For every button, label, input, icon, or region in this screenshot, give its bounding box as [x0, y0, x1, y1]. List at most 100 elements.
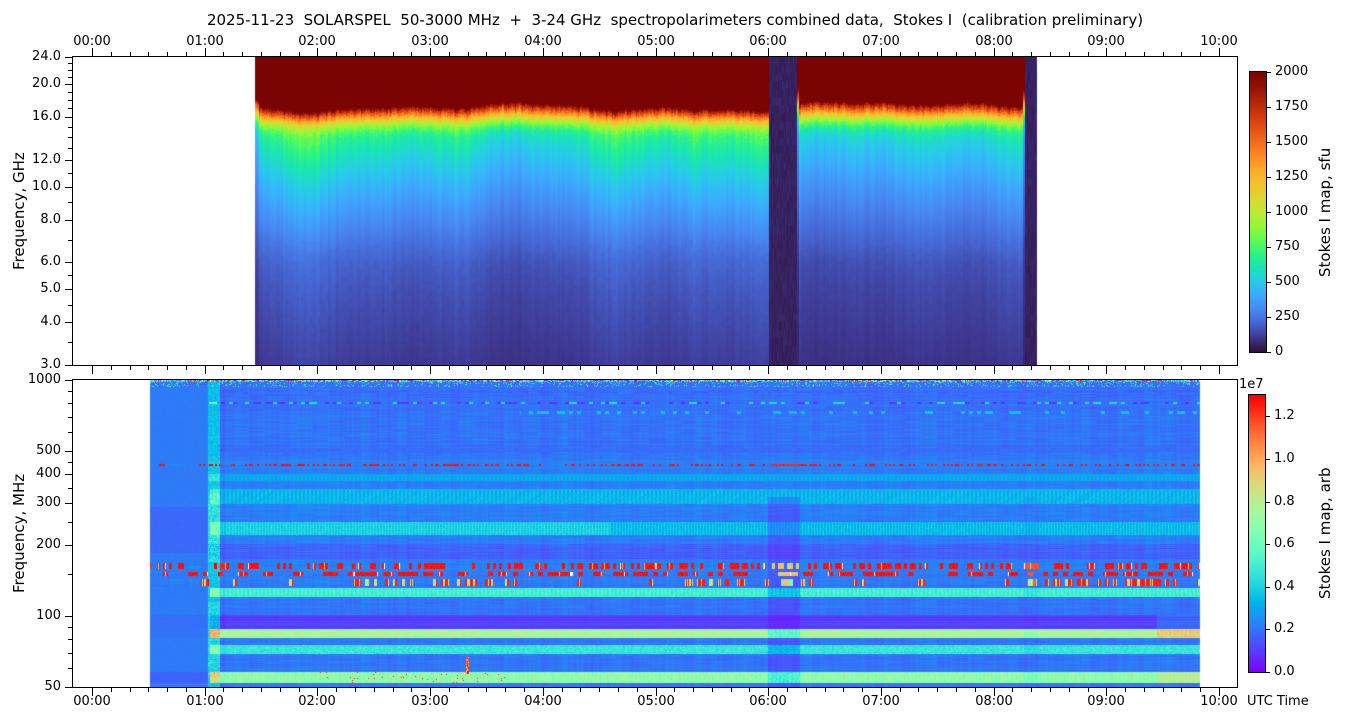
x-minor-tick [956, 52, 957, 56]
y-tick-label: 300 [36, 495, 61, 510]
x-minor-tick [731, 688, 732, 692]
x-minor-tick [599, 52, 600, 56]
bottom-spectrogram-panel [72, 379, 1238, 688]
x-minor-tick [299, 688, 300, 692]
x-minor-tick [148, 688, 149, 692]
colorbar-tick-label: 0.4 [1274, 579, 1295, 594]
x-minor-tick [505, 688, 506, 692]
x-minor-tick [261, 52, 262, 56]
x-major-tick [1219, 366, 1220, 374]
colorbar-tick [1266, 672, 1270, 673]
top-colorbar-canvas [1250, 72, 1266, 352]
x-minor-tick [336, 688, 337, 692]
y-minor-tick [68, 70, 72, 71]
x-major-tick [1106, 48, 1107, 56]
y-tick-label: 6.0 [40, 254, 61, 269]
x-minor-tick [1012, 52, 1013, 56]
y-major-tick [65, 474, 72, 475]
y-major-tick [65, 365, 72, 366]
colorbar-tick [1267, 142, 1271, 143]
colorbar-tick-label: 2000 [1275, 64, 1309, 79]
x-minor-tick [1088, 366, 1089, 370]
x-major-tick [92, 48, 93, 56]
y-tick-label: 12.0 [32, 152, 61, 167]
x-minor-tick [223, 52, 224, 56]
x-minor-tick [336, 52, 337, 56]
y-tick-label: 20.0 [32, 76, 61, 91]
x-minor-tick [674, 366, 675, 370]
x-minor-tick [1031, 52, 1032, 56]
y-major-tick [65, 451, 72, 452]
x-minor-tick [843, 366, 844, 370]
x-minor-tick [1125, 366, 1126, 370]
x-minor-tick [1125, 52, 1126, 56]
colorbar-tick [1266, 629, 1270, 630]
y-minor-tick [68, 653, 72, 654]
x-minor-tick [393, 688, 394, 692]
y-tick-label: 10.0 [32, 179, 61, 194]
x-minor-tick [731, 52, 732, 56]
x-tick-label: 10:00 [1200, 34, 1238, 49]
x-tick-label: 08:00 [975, 34, 1013, 49]
colorbar-tick-label: 0.8 [1274, 494, 1295, 509]
x-minor-tick [749, 366, 750, 370]
x-minor-tick [374, 688, 375, 692]
x-tick-label: 00:00 [73, 694, 111, 709]
y-minor-tick [68, 173, 72, 174]
x-minor-tick [299, 52, 300, 56]
y-major-tick [65, 84, 72, 85]
colorbar-tick [1267, 72, 1271, 73]
x-tick-label: 07:00 [862, 694, 900, 709]
x-minor-tick [1181, 688, 1182, 692]
x-minor-tick [486, 688, 487, 692]
x-minor-tick [956, 366, 957, 370]
x-minor-tick [918, 688, 919, 692]
x-minor-tick [956, 688, 957, 692]
x-major-tick [768, 688, 769, 696]
x-major-tick [881, 366, 882, 374]
x-major-tick [205, 688, 206, 696]
colorbar-tick [1266, 544, 1270, 545]
colorbar-tick-label: 0 [1275, 344, 1284, 359]
x-minor-tick [1031, 688, 1032, 692]
x-minor-tick [599, 688, 600, 692]
x-minor-tick [1050, 366, 1051, 370]
x-minor-tick [937, 52, 938, 56]
x-minor-tick [693, 52, 694, 56]
x-minor-tick [787, 52, 788, 56]
y-minor-tick [68, 305, 72, 306]
colorbar-tick-label: 500 [1275, 274, 1300, 289]
colorbar-tick [1267, 177, 1271, 178]
x-minor-tick [674, 688, 675, 692]
y-tick-label: 1000 [27, 372, 61, 387]
x-minor-tick [862, 52, 863, 56]
x-major-tick [205, 48, 206, 56]
x-minor-tick [524, 52, 525, 56]
y-major-tick [65, 220, 72, 221]
x-major-tick [205, 366, 206, 374]
colorbar-tick [1266, 502, 1270, 503]
y-tick-label: 400 [36, 466, 61, 481]
x-minor-tick [900, 366, 901, 370]
x-minor-tick [825, 52, 826, 56]
x-major-tick [317, 48, 318, 56]
x-minor-tick [374, 366, 375, 370]
x-minor-tick [223, 688, 224, 692]
colorbar-tick-label: 0.0 [1274, 664, 1295, 679]
colorbar-tick-label: 750 [1275, 239, 1300, 254]
y-tick-label: 4.0 [40, 314, 61, 329]
x-minor-tick [336, 366, 337, 370]
x-minor-tick [637, 366, 638, 370]
x-minor-tick [918, 366, 919, 370]
x-minor-tick [449, 52, 450, 56]
x-minor-tick [486, 366, 487, 370]
x-major-tick [1106, 688, 1107, 696]
x-minor-tick [937, 366, 938, 370]
y-major-tick [65, 616, 72, 617]
x-minor-tick [918, 52, 919, 56]
colorbar-tick [1267, 247, 1271, 248]
colorbar-tick [1267, 282, 1271, 283]
y-tick-label: 5.0 [40, 281, 61, 296]
x-minor-tick [1069, 52, 1070, 56]
x-minor-tick [393, 52, 394, 56]
